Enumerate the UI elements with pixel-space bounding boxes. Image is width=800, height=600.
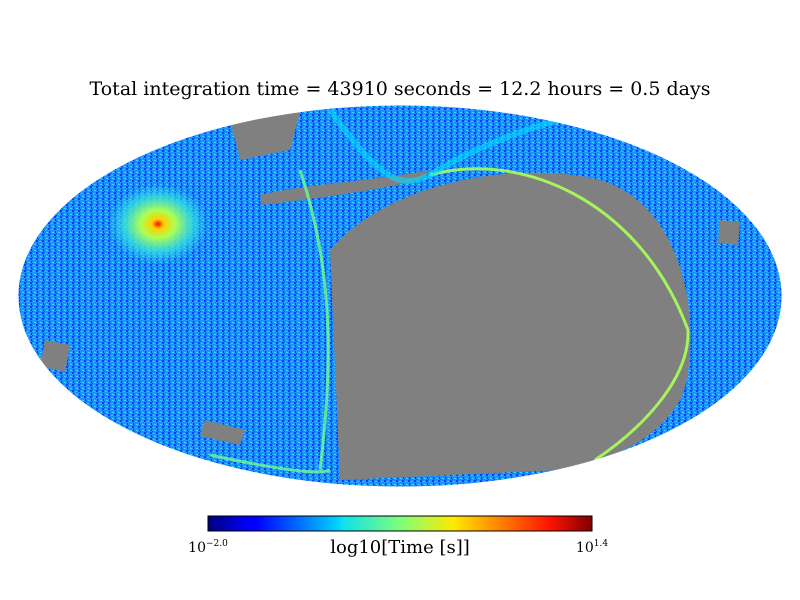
- unobserved-region-patch: [230, 112, 300, 160]
- scan-arc: [209, 453, 331, 474]
- unobserved-region-patch: [718, 220, 740, 245]
- unobserved-region-patch: [200, 420, 245, 445]
- unobserved-region-patch: [260, 170, 430, 205]
- colorbar: [207, 515, 593, 532]
- coverage-hotspot: [108, 184, 208, 264]
- scan-arc: [298, 169, 330, 471]
- colorbar-min-tick: 10−2.0: [188, 539, 228, 556]
- sky-map-body: [18, 105, 782, 487]
- unobserved-region-patch: [40, 340, 70, 372]
- scan-arc: [429, 167, 690, 462]
- scan-arc: [327, 108, 561, 185]
- chart-title: Total integration time = 43910 seconds =…: [89, 78, 711, 100]
- colorbar-label: log10[Time [s]]: [330, 537, 470, 558]
- unobserved-region-main: [330, 172, 691, 480]
- map-outline: [17, 104, 783, 488]
- colorbar-max-tick: 101.4: [576, 539, 608, 556]
